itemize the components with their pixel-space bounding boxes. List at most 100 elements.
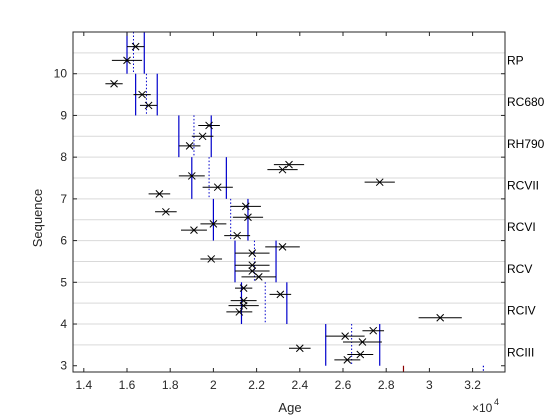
sequence-label: RCVII [507, 179, 539, 193]
sequence-label: RH790 [507, 137, 545, 151]
y-tick-label: 3 [60, 359, 67, 373]
x-axis-label: Age [278, 400, 301, 415]
x-multiplier-exponent: 4 [494, 397, 499, 407]
data-point [224, 231, 251, 240]
marker-stroke [190, 226, 198, 235]
marker-stroke [278, 165, 287, 174]
data-point [334, 356, 361, 364]
marker-stroke [185, 142, 194, 150]
data-point [133, 90, 151, 99]
marker-stroke [162, 207, 170, 216]
y-tick-label: 5 [60, 275, 67, 289]
marker-stroke [278, 242, 287, 251]
data-point [127, 42, 145, 51]
data-point [178, 172, 205, 180]
marker-stroke [207, 255, 216, 263]
marker-stroke [205, 121, 213, 130]
marker-stroke [436, 313, 445, 322]
data-point [181, 226, 207, 235]
marker-stroke [285, 160, 293, 169]
x-axis-multiplier: ×10 4 [472, 397, 499, 415]
marker-stroke [239, 301, 248, 310]
marker-stroke [110, 79, 118, 88]
x-tick-label: 2.4 [291, 378, 308, 392]
y-tick-label: 7 [60, 192, 67, 206]
data-point [202, 183, 233, 192]
data-point [362, 326, 385, 335]
data-point [105, 79, 123, 88]
data-point [343, 338, 382, 346]
marker-stroke [244, 213, 252, 222]
sequence-label: RCIV [507, 304, 536, 318]
data-point [198, 121, 220, 130]
x-tick-label: 2 [210, 378, 217, 392]
marker-stroke [144, 101, 153, 110]
data-point [235, 267, 270, 275]
x-tick-label: 2.6 [335, 378, 352, 392]
y-tick-label: 6 [60, 234, 67, 248]
marker-stroke [343, 356, 352, 364]
sequence-label: RCV [507, 262, 532, 276]
marker-stroke [254, 273, 263, 281]
y-tick-label: 4 [60, 317, 67, 331]
data-point [226, 308, 253, 316]
marker-stroke [356, 350, 365, 359]
x-tick-label: 1.8 [162, 378, 179, 392]
marker-stroke [155, 190, 164, 198]
data-point [241, 273, 277, 281]
data-point [364, 178, 395, 187]
x-tick-label: 2.2 [248, 378, 265, 392]
y-tick-label: 9 [60, 108, 67, 122]
x-tick-label: 3.2 [464, 378, 481, 392]
marker-stroke [375, 178, 384, 187]
marker-stroke [138, 90, 146, 99]
sequence-label: RCIII [507, 345, 534, 359]
marker-stroke [198, 132, 207, 141]
data-point [155, 207, 177, 216]
data-point [418, 313, 462, 322]
marker-stroke [123, 56, 131, 65]
marker-stroke [248, 261, 257, 270]
marker-stroke [235, 308, 244, 316]
sequence-label: RP [507, 53, 524, 67]
data-point [235, 261, 270, 270]
marker-stroke [248, 249, 257, 257]
data-point [232, 213, 264, 222]
marker-stroke [341, 332, 350, 340]
data-point [289, 344, 311, 353]
sequence-label: RC680 [507, 95, 545, 109]
marker-stroke [187, 172, 196, 180]
marker-stroke [295, 344, 304, 353]
data-point [269, 290, 292, 299]
data-point [111, 56, 143, 65]
marker-stroke [248, 267, 257, 275]
data-point [228, 301, 259, 310]
marker-stroke [209, 220, 218, 228]
data-point [347, 350, 374, 359]
data-point [191, 132, 214, 141]
x-multiplier-base: ×10 [472, 401, 493, 415]
marker-stroke [213, 183, 222, 192]
data-point [235, 249, 270, 257]
x-tick-label: 1.6 [119, 378, 136, 392]
y-tick-label: 8 [60, 150, 67, 164]
data-point [200, 255, 223, 263]
marker-stroke [239, 284, 248, 293]
y-axis-label: Sequence [30, 189, 45, 248]
sequence-label: RCVI [507, 220, 536, 234]
y-tick-label: 10 [54, 67, 68, 81]
data-point [230, 202, 261, 211]
marker-stroke [241, 202, 250, 211]
data-point [235, 284, 253, 293]
x-tick-label: 1.4 [75, 378, 92, 392]
plot-frame [72, 31, 506, 373]
data-points [105, 42, 462, 364]
data-point [148, 190, 171, 198]
data-point [325, 332, 365, 340]
data-point [139, 101, 158, 110]
marker-stroke [358, 338, 367, 346]
marker-stroke [131, 42, 140, 51]
sequence-boundary-lines: RP RC680 RH790 RCVII RCVI RCV RCIV RCIII [126, 32, 545, 372]
axes: 1.4 1.6 1.8 2 2.2 2.4 2.6 2.8 3 3.2 3 4 5 6 7 8 9 10 [54, 31, 506, 392]
